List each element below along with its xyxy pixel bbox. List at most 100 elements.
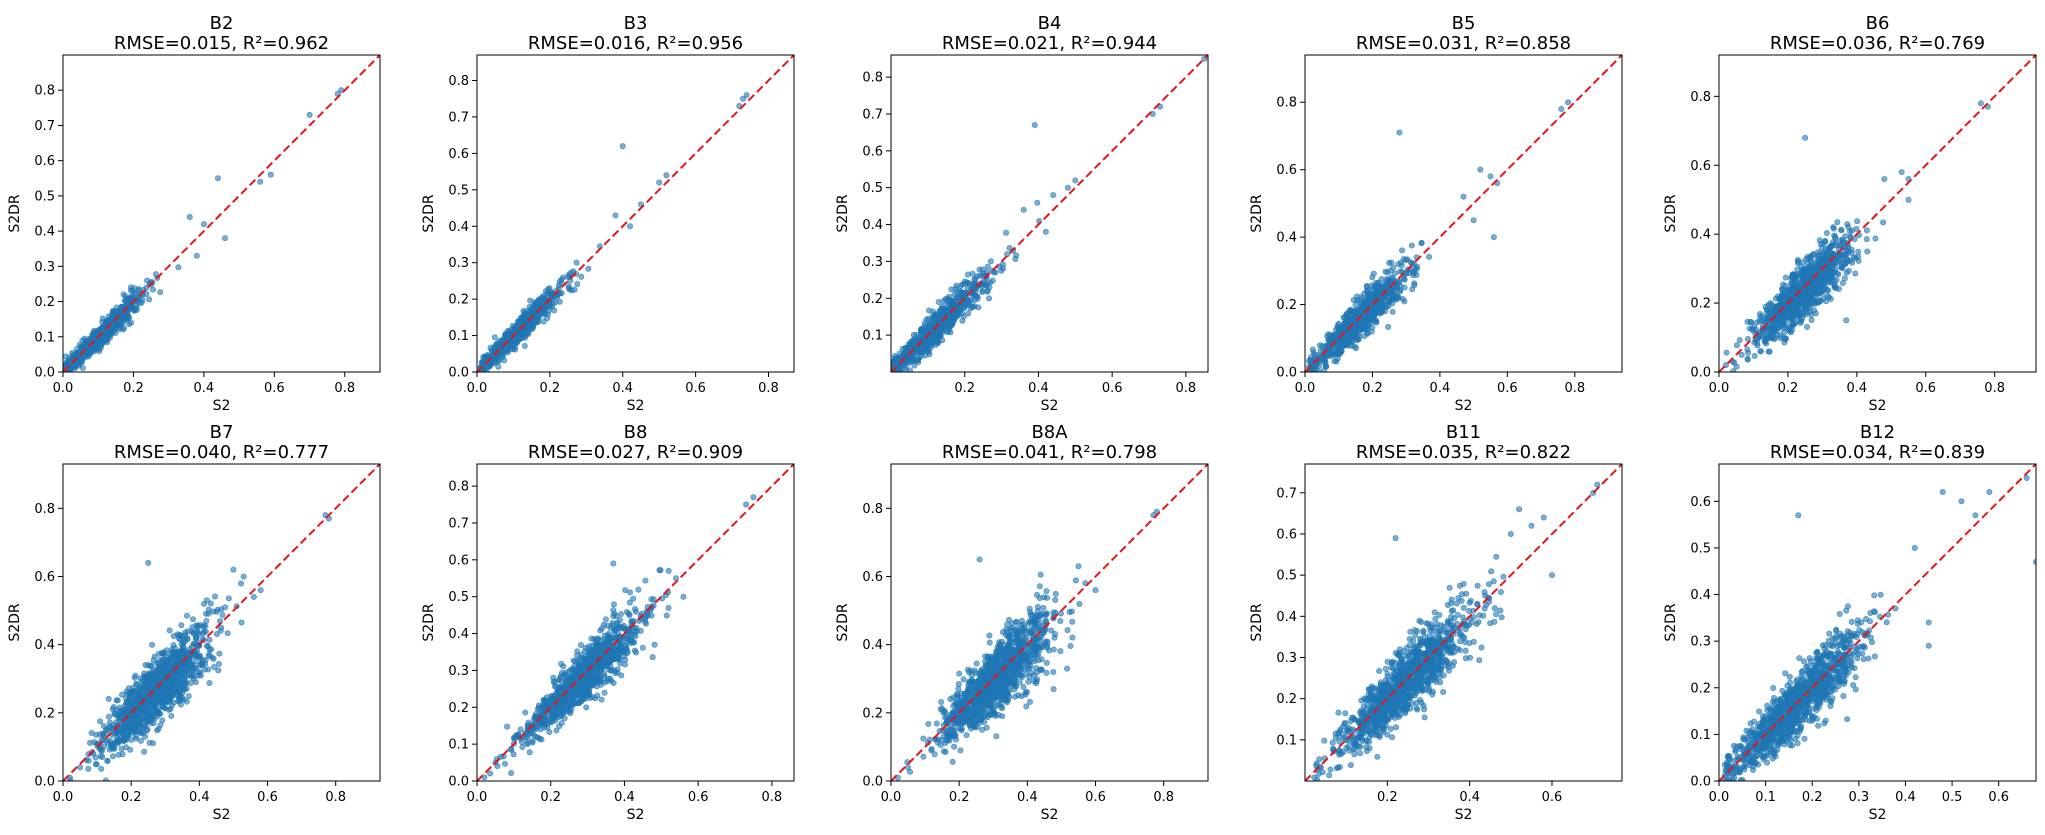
- scatter-point: [969, 303, 976, 310]
- scatter-point: [101, 743, 108, 750]
- scatter-point: [935, 299, 942, 306]
- scatter-points: [477, 92, 750, 372]
- scatter-point: [972, 288, 979, 295]
- scatter-point: [1751, 353, 1758, 360]
- x-tick-label: 0.4: [1028, 381, 1049, 396]
- scatter-point: [129, 287, 136, 294]
- y-axis-label: S2DR: [7, 194, 23, 233]
- scatter-point: [1050, 192, 1057, 199]
- y-tick-label: 0.6: [1276, 163, 1297, 178]
- scatter-point: [215, 661, 222, 668]
- scatter-point: [225, 595, 232, 602]
- scatter-point: [1799, 293, 1806, 300]
- scatter-point: [205, 652, 212, 659]
- scatter-point: [1744, 356, 1751, 363]
- scatter-points: [891, 55, 1208, 372]
- scatter-point: [1782, 283, 1789, 290]
- scatter-point: [1426, 253, 1433, 260]
- scatter-point: [1811, 289, 1818, 296]
- scatter-point: [215, 667, 222, 674]
- scatter-point: [1395, 294, 1402, 301]
- y-tick-label: 0.2: [1690, 297, 1711, 312]
- scatter-point: [1322, 363, 1329, 370]
- scatter-point: [1790, 283, 1797, 290]
- scatter-point: [178, 622, 185, 629]
- scatter-point: [1841, 275, 1848, 282]
- y-tick-label: 0.6: [1690, 159, 1711, 174]
- scatter-point: [1796, 311, 1803, 318]
- y-tick-label: 0.2: [1276, 298, 1297, 313]
- scatter-point: [65, 368, 72, 372]
- scatter-point: [108, 741, 115, 748]
- y-tick-label: 0.2: [448, 293, 469, 308]
- scatter-point: [934, 337, 941, 344]
- scatter-point: [1371, 308, 1378, 315]
- scatter-point: [1072, 177, 1079, 184]
- scatter-point: [85, 765, 92, 772]
- scatter-point: [986, 295, 993, 302]
- scatter-point: [1345, 342, 1352, 349]
- scatter-point: [1798, 283, 1805, 290]
- scatter-point: [1470, 217, 1477, 224]
- scatter-point: [195, 669, 202, 676]
- scatter-point: [984, 263, 991, 270]
- scatter-point: [189, 616, 196, 623]
- scatter-point: [1756, 318, 1763, 325]
- scatter-point: [186, 214, 193, 221]
- scatter-point: [172, 657, 179, 664]
- plot-frame: [476, 54, 795, 373]
- scatter-point: [175, 264, 182, 271]
- scatter-point: [1823, 298, 1830, 305]
- scatter-point: [1373, 283, 1380, 290]
- scatter-point: [911, 357, 918, 364]
- plot-frame: [1304, 54, 1623, 373]
- x-tick-label: 0.6: [1497, 381, 1518, 396]
- scatter-point: [1823, 286, 1830, 293]
- scatter-point: [1816, 237, 1823, 244]
- scatter-point: [1819, 280, 1826, 287]
- scatter-point: [1323, 353, 1330, 360]
- panel-metrics: RMSE=0.015, R²=0.962: [114, 33, 329, 54]
- scatter-point: [184, 628, 191, 635]
- scatter-point: [1784, 305, 1791, 312]
- scatter-point: [1788, 315, 1795, 322]
- scatter-point: [1736, 337, 1743, 344]
- scatter-point: [106, 713, 113, 720]
- x-tick-label: 0.4: [612, 381, 633, 396]
- scatter-point: [578, 273, 585, 280]
- scatter-point: [1775, 324, 1782, 331]
- scatter-point: [958, 289, 965, 296]
- scatter-point: [106, 328, 113, 335]
- scatter-point: [1012, 256, 1019, 263]
- scatter-point: [1389, 291, 1396, 298]
- scatter-point: [1020, 206, 1027, 213]
- scatter-point: [157, 289, 164, 296]
- scatter-point: [1723, 349, 1730, 356]
- scatter-point: [1371, 317, 1378, 324]
- scatter-point: [1401, 284, 1408, 291]
- scatter-point: [1843, 269, 1850, 276]
- scatter-point: [238, 580, 245, 587]
- scatter-point: [1822, 237, 1829, 244]
- scatter-point: [1749, 325, 1756, 332]
- y-tick-label: 0.7: [448, 110, 469, 125]
- scatter-point: [151, 653, 158, 660]
- scatter-point: [154, 709, 161, 716]
- scatter-point: [83, 337, 90, 344]
- scatter-point: [509, 322, 516, 329]
- scatter-point: [100, 723, 107, 730]
- scatter-point: [168, 646, 175, 653]
- scatter-point: [1382, 268, 1389, 275]
- scatter-point: [489, 348, 496, 355]
- scatter-point: [938, 305, 945, 312]
- scatter-point: [1792, 308, 1799, 315]
- scatter-point: [1824, 266, 1831, 273]
- identity-line: [477, 55, 794, 372]
- scatter-point: [206, 636, 213, 643]
- scatter-point: [196, 630, 203, 637]
- x-tick-label: 0.4: [1846, 381, 1867, 396]
- scatter-point: [955, 293, 962, 300]
- scatter-point: [976, 266, 983, 273]
- scatter-point: [951, 301, 958, 308]
- scatter-point: [1807, 253, 1814, 260]
